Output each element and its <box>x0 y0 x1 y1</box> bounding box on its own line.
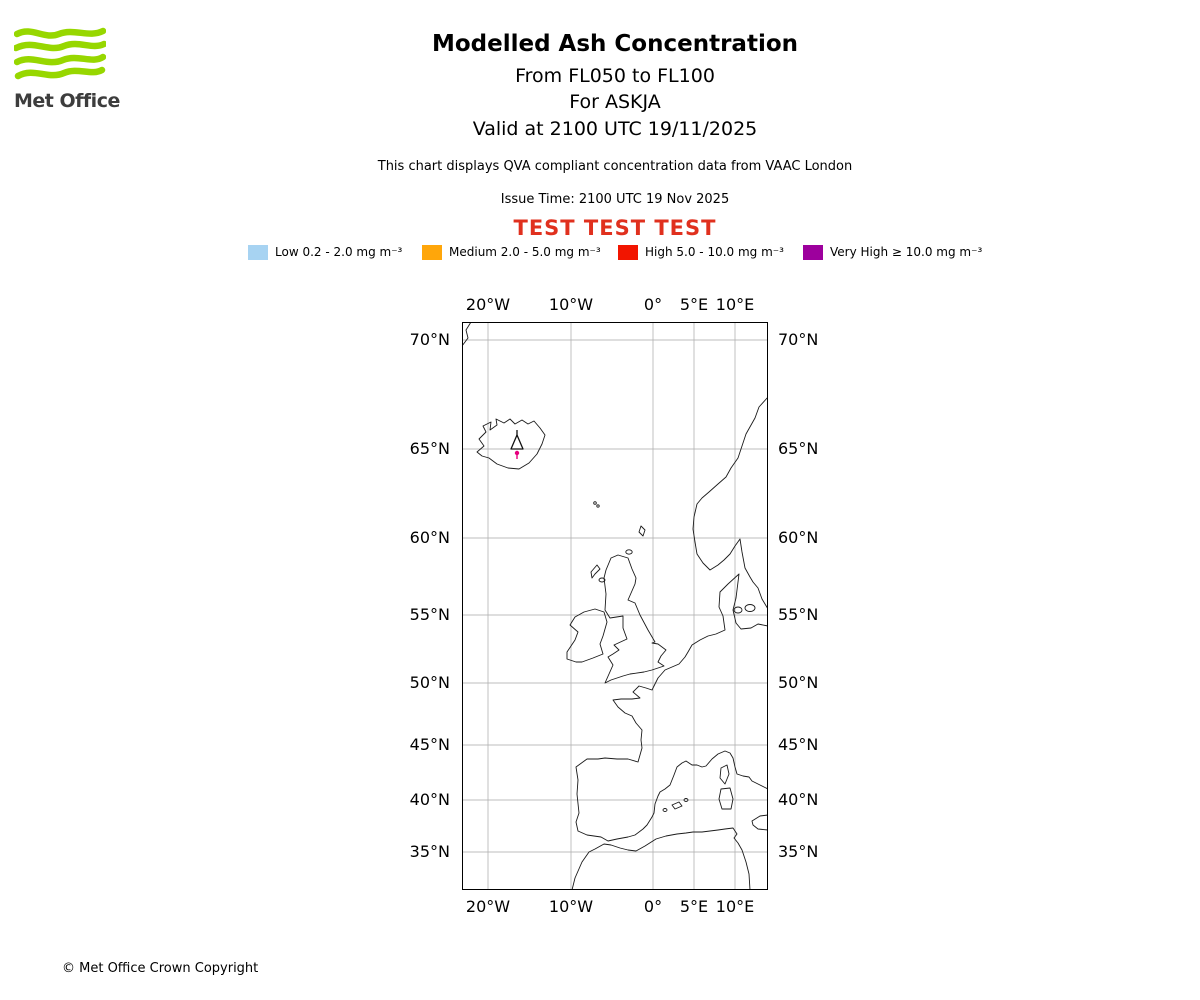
high-swatch <box>618 245 638 260</box>
lon-label-bottom-20w: 20°W <box>465 897 511 916</box>
qva-description: This chart displays QVA compliant concen… <box>377 159 853 174</box>
very-high-swatch <box>803 245 823 260</box>
valid-time-subtitle: Valid at 2100 UTC 19/11/2025 <box>472 118 758 140</box>
lon-label-bottom-0: 0° <box>643 897 663 916</box>
lat-label-left-45n: 45°N <box>409 735 450 754</box>
legend-label-high: High 5.0 - 10.0 mg m⁻³ <box>645 245 784 259</box>
volcano-marker-icon <box>510 430 524 459</box>
met-office-waves-icon <box>12 27 108 80</box>
lon-label-top-5e: 5°E <box>679 295 709 314</box>
scandinavia-coastline <box>692 396 769 610</box>
lat-label-right-50n: 50°N <box>778 673 819 692</box>
map-background <box>462 322 768 890</box>
medium-swatch <box>422 245 442 260</box>
legend-item-very-high: Very High ≥ 10.0 mg m⁻³ <box>803 245 982 260</box>
lon-label-top-0: 0° <box>643 295 663 314</box>
legend-item-high: High 5.0 - 10.0 mg m⁻³ <box>618 245 784 260</box>
lon-label-bottom-10e: 10°E <box>715 897 755 916</box>
lon-label-top-20w: 20°W <box>465 295 511 314</box>
sardinia-coastline <box>718 787 734 810</box>
legend-item-low: Low 0.2 - 2.0 mg m⁻³ <box>248 245 402 260</box>
map-svg <box>461 321 769 891</box>
lat-label-left-65n: 65°N <box>409 439 450 458</box>
continental-europe-coastline <box>575 573 769 842</box>
lat-label-right-65n: 65°N <box>778 439 819 458</box>
lon-label-bottom-5e: 5°E <box>679 897 709 916</box>
lat-label-right-40n: 40°N <box>778 790 819 809</box>
lon-label-top-10e: 10°E <box>715 295 755 314</box>
greenland-coastline <box>461 321 472 347</box>
page-title: Modelled Ash Concentration <box>431 31 799 57</box>
lat-label-right-45n: 45°N <box>778 735 819 754</box>
lat-label-right-55n: 55°N <box>778 605 819 624</box>
legend-label-very-high: Very High ≥ 10.0 mg m⁻³ <box>830 245 983 259</box>
issue-time: Issue Time: 2100 UTC 19 Nov 2025 <box>500 192 730 207</box>
low-swatch <box>248 245 268 260</box>
lat-label-left-60n: 60°N <box>409 528 450 547</box>
copyright-notice: © Met Office Crown Copyright <box>62 961 259 976</box>
legend-item-medium: Medium 2.0 - 5.0 mg m⁻³ <box>422 245 601 260</box>
lat-label-left-55n: 55°N <box>409 605 450 624</box>
volcano-subtitle: For ASKJA <box>569 91 661 113</box>
flight-level-subtitle: From FL050 to FL100 <box>515 65 715 87</box>
north-africa-coastline <box>571 827 751 891</box>
ireland-coastline <box>566 608 608 663</box>
iceland-coastline <box>476 418 546 470</box>
lon-label-top-10w: 10°W <box>548 295 594 314</box>
map-panel <box>461 321 769 891</box>
met-office-logo: Met Office <box>12 26 124 112</box>
lat-label-left-35n: 35°N <box>409 842 450 861</box>
coastlines <box>461 321 769 891</box>
lon-label-bottom-10w: 10°W <box>548 897 594 916</box>
mallorca-coastline <box>671 801 683 810</box>
great-britain-coastline <box>603 554 667 684</box>
lat-label-right-60n: 60°N <box>778 528 819 547</box>
corsica-coastline <box>719 764 730 785</box>
map-border <box>462 322 768 890</box>
lat-label-left-50n: 50°N <box>409 673 450 692</box>
lat-label-left-70n: 70°N <box>409 330 450 349</box>
lat-label-right-70n: 70°N <box>778 330 819 349</box>
met-office-logo-text: Met Office <box>14 90 120 112</box>
lat-label-left-40n: 40°N <box>409 790 450 809</box>
test-banner: TEST TEST TEST <box>513 216 717 240</box>
legend-label-low: Low 0.2 - 2.0 mg m⁻³ <box>275 245 403 259</box>
lat-label-right-35n: 35°N <box>778 842 819 861</box>
legend-label-medium: Medium 2.0 - 5.0 mg m⁻³ <box>449 245 601 259</box>
